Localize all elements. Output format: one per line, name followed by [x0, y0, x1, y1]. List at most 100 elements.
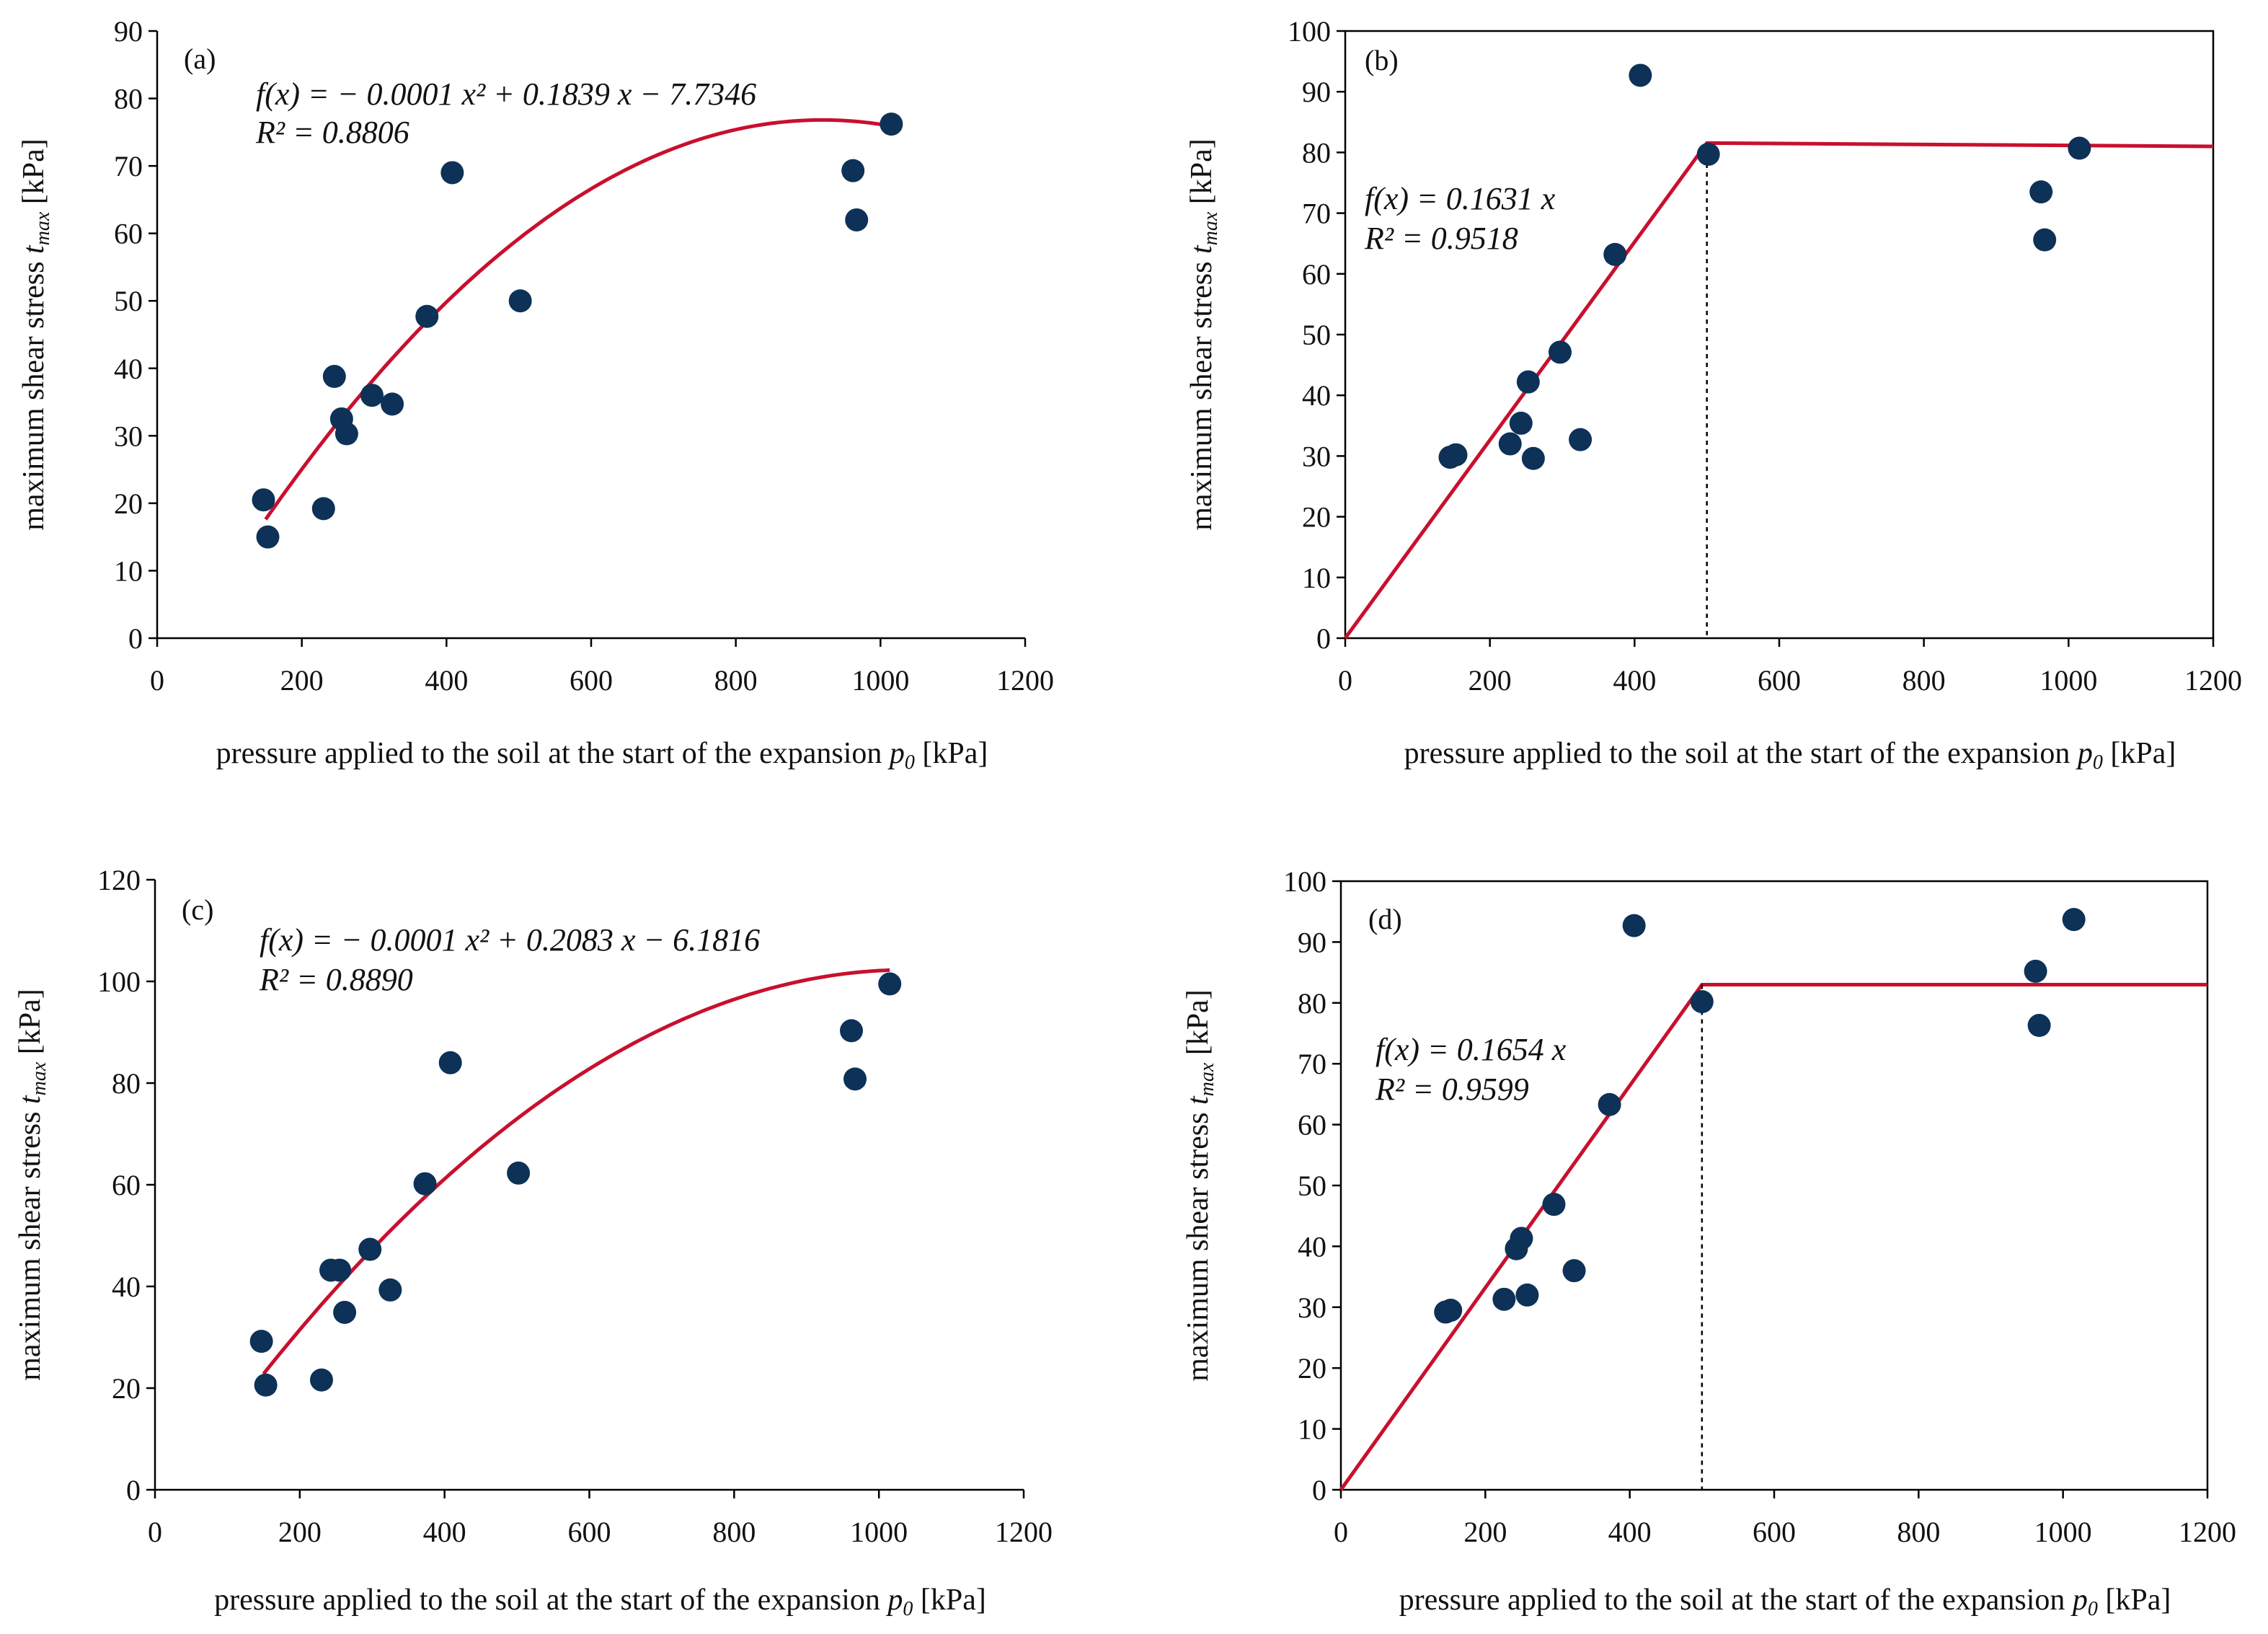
x-tick-label: 1000 [2034, 1516, 2092, 1548]
trendline-curve [264, 118, 892, 521]
trend-equation: f(x) = 0.1654 x [1376, 1032, 1567, 1067]
plot-frame [1339, 880, 2209, 1491]
data-point [1515, 1283, 1539, 1307]
y-axis-symbol-sub: max [32, 211, 54, 245]
x-tick-label: 800 [1897, 1516, 1940, 1548]
y-axis-symbol: t [17, 244, 50, 254]
data-point [1510, 1227, 1533, 1250]
x-tick-label: 200 [278, 1516, 322, 1548]
y-axis-symbol-sub: max [1196, 1062, 1218, 1096]
x-axis-unit: [kPa] [913, 1584, 985, 1617]
data-point [843, 1067, 867, 1091]
x-tick-label: 0 [1334, 1516, 1348, 1548]
x-tick-label: 200 [1469, 664, 1512, 697]
x-axis-symbol-sub: 0 [2088, 1598, 2098, 1620]
data-point [358, 1237, 382, 1261]
data-point [880, 112, 903, 136]
trend-equation: f(x) = 0.1631 x [1365, 181, 1556, 216]
y-tick-label: 60 [114, 218, 143, 250]
y-tick-label: 120 [97, 864, 141, 896]
x-tick-label: 400 [423, 1516, 466, 1548]
data-point [2068, 136, 2091, 160]
y-tick-label: 60 [1302, 258, 1331, 291]
y-tick-label: 20 [1302, 501, 1331, 534]
data-point [333, 1300, 357, 1324]
x-tick-label: 600 [1753, 1516, 1796, 1548]
data-point [360, 384, 384, 407]
data-point [1498, 432, 1522, 456]
trendline-curve [262, 968, 890, 1375]
data-point [1562, 1259, 1586, 1283]
data-point [311, 497, 335, 521]
y-axis-title: maximum shear stress tmax [kPa] [14, 989, 50, 1381]
x-axis-title: pressure applied to the soil at the star… [214, 1584, 986, 1620]
y-axis-title: maximum shear stress tmax [kPa] [1182, 989, 1218, 1382]
data-point [1696, 142, 1720, 166]
y-tick-label: 10 [1298, 1413, 1326, 1446]
x-axis-title: pressure applied to the soil at the star… [1404, 737, 2176, 774]
y-axis-title: maximum shear stress tmax [kPa] [1185, 138, 1222, 531]
y-axis-unit: [kPa] [14, 989, 47, 1061]
data-point [507, 1161, 531, 1185]
y-axis-symbol: t [1182, 1095, 1215, 1105]
x-tick-label: 1200 [2184, 664, 2242, 697]
y-tick-label: 80 [114, 83, 143, 115]
y-tick-label: 20 [112, 1372, 141, 1405]
x-tick-label: 200 [280, 664, 324, 697]
x-axis-title-text: pressure applied to the soil at the star… [216, 737, 890, 770]
y-tick-label: 80 [1302, 136, 1331, 169]
data-point [378, 1278, 402, 1302]
y-tick-label: 30 [1302, 440, 1331, 472]
y-tick-label: 30 [1298, 1291, 1326, 1324]
y-tick-label: 50 [114, 285, 143, 317]
x-tick-label: 1000 [851, 664, 909, 697]
data-point [2027, 1014, 2051, 1038]
x-axis-title-text: pressure applied to the soil at the star… [1399, 1584, 2073, 1617]
r-squared-label: R² = 0.9518 [1364, 221, 1518, 256]
x-tick-label: 1000 [850, 1516, 908, 1548]
x-tick-label: 600 [568, 1516, 611, 1548]
plot-frame [1344, 30, 2215, 640]
data-point [438, 1051, 462, 1074]
trendline-segmented [1343, 141, 2214, 640]
x-axis-symbol-sub: 0 [905, 751, 915, 774]
x-axis-title-text: pressure applied to the soil at the star… [214, 1584, 887, 1617]
data-point [2029, 180, 2053, 204]
x-axis-symbol-sub: 0 [2093, 751, 2103, 774]
y-axis-symbol-sub: max [28, 1061, 50, 1095]
data-point [252, 488, 275, 512]
y-tick-label: 100 [1288, 15, 1331, 48]
data-point [2024, 959, 2047, 983]
y-axis-symbol: t [1185, 244, 1218, 254]
y-axis-title: maximum shear stress tmax [kPa] [17, 138, 54, 531]
y-axis-unit: [kPa] [17, 138, 50, 211]
x-axis-symbol: p [885, 1584, 903, 1617]
data-point [841, 159, 865, 182]
data-point [508, 289, 532, 313]
data-point [256, 525, 280, 549]
data-point [1444, 443, 1468, 467]
y-tick-label: 0 [126, 1474, 141, 1506]
y-tick-label: 70 [114, 150, 143, 182]
x-tick-label: 800 [714, 664, 758, 697]
x-tick-label: 1200 [995, 1516, 1053, 1548]
y-tick-label: 10 [114, 555, 143, 587]
panel-label: (a) [184, 43, 216, 75]
y-tick-label: 10 [1302, 562, 1331, 594]
x-tick-label: 200 [1463, 1516, 1507, 1548]
x-tick-label: 0 [150, 664, 164, 697]
x-tick-label: 800 [712, 1516, 756, 1548]
data-point [2033, 228, 2057, 252]
chart-panel-a: 0 10 20 30 40 50 60 70 80 90 0 200 400 600 800 1000 1200… [17, 15, 1054, 774]
data-point [845, 208, 869, 231]
data-point [328, 1258, 352, 1282]
x-axis-symbol-sub: 0 [903, 1598, 913, 1620]
x-axis-unit: [kPa] [2103, 737, 2176, 770]
y-axis-title-text: maximum shear stress [1182, 1105, 1215, 1382]
data-point [1516, 370, 1540, 394]
y-tick-label: 40 [112, 1271, 141, 1303]
y-axis-unit: [kPa] [1185, 138, 1218, 211]
